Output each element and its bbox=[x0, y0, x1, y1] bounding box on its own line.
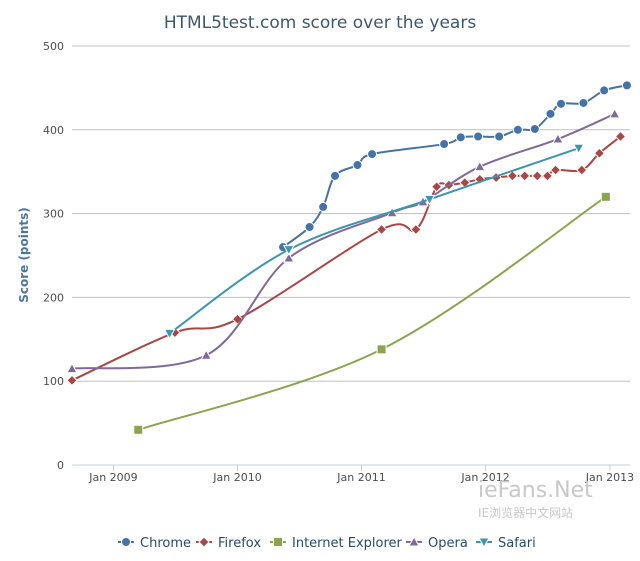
series-line-opera bbox=[71, 112, 616, 370]
data-point-chrome bbox=[352, 159, 363, 170]
legend-item-opera[interactable]: Opera bbox=[406, 535, 468, 551]
data-point-chrome bbox=[330, 170, 341, 181]
data-point-chrome bbox=[556, 98, 567, 109]
watermark-subtitle: IE浏览器中文网站 bbox=[478, 505, 573, 520]
legend-label: Firefox bbox=[218, 536, 261, 551]
data-point-firefox bbox=[518, 170, 531, 182]
data-point-internet-explorer bbox=[376, 344, 387, 355]
series-line-internet-explorer bbox=[137, 196, 607, 431]
data-point-chrome bbox=[578, 97, 589, 108]
legend-marker-safari bbox=[478, 537, 490, 549]
data-point-opera bbox=[608, 107, 621, 119]
series-safari bbox=[163, 143, 585, 340]
y-tick-label: 100 bbox=[43, 375, 64, 388]
data-point-chrome bbox=[318, 201, 329, 212]
data-point-chrome bbox=[512, 124, 523, 135]
data-point-firefox bbox=[541, 170, 554, 182]
series-firefox bbox=[66, 130, 627, 387]
data-point-safari bbox=[163, 328, 176, 340]
data-point-firefox bbox=[66, 374, 78, 387]
watermark-logo-text: ieFans.Net bbox=[478, 478, 593, 503]
data-point-firefox bbox=[531, 170, 543, 182]
y-tick-label: 500 bbox=[43, 40, 64, 53]
legend-marker-firefox bbox=[198, 536, 210, 548]
legend-label: Chrome bbox=[140, 536, 191, 551]
series-opera bbox=[66, 107, 621, 374]
data-point-firefox bbox=[576, 164, 588, 176]
x-tick-label: Jan 2010 bbox=[212, 471, 261, 484]
legend-item-firefox[interactable]: Firefox bbox=[196, 536, 261, 551]
data-point-chrome bbox=[599, 85, 610, 96]
data-point-chrome bbox=[304, 222, 315, 233]
data-point-chrome bbox=[621, 80, 632, 91]
x-tick-label: Jan 2009 bbox=[88, 471, 137, 484]
data-point-safari bbox=[423, 194, 436, 206]
y-tick-label: 0 bbox=[57, 459, 64, 472]
data-point-chrome bbox=[529, 123, 540, 134]
data-point-opera bbox=[200, 349, 213, 360]
data-point-internet-explorer bbox=[133, 424, 144, 435]
grid bbox=[72, 45, 630, 466]
y-tick-label: 400 bbox=[43, 124, 64, 137]
data-point-firefox bbox=[410, 223, 422, 236]
chart-title: HTML5test.com score over the years bbox=[164, 13, 477, 33]
legend-item-safari[interactable]: Safari bbox=[476, 536, 536, 551]
data-point-firefox bbox=[549, 164, 562, 176]
legend-item-internet-explorer[interactable]: Internet Explorer bbox=[270, 536, 403, 551]
legend: Chrome Firefox Internet Explorer Opera Safar… bbox=[118, 535, 536, 551]
x-tick-label: Jan 2011 bbox=[336, 471, 385, 484]
series-line-chrome bbox=[282, 84, 628, 248]
legend-label: Opera bbox=[428, 536, 468, 551]
y-tick-label: 200 bbox=[43, 291, 64, 304]
data-point-safari bbox=[282, 245, 295, 256]
y-tick-label: 300 bbox=[43, 208, 64, 221]
data-point-opera bbox=[473, 160, 486, 172]
legend-marker-internet-explorer bbox=[273, 537, 283, 547]
data-point-firefox bbox=[430, 181, 443, 193]
y-axis-label: Score (points) bbox=[17, 207, 31, 303]
y-ticks: 0 100 200 300 400 500 bbox=[43, 40, 64, 472]
series-chrome bbox=[278, 80, 632, 253]
watermark-logo: ieFans.Net IE浏览器中文网站 bbox=[478, 478, 593, 520]
data-point-opera bbox=[552, 132, 564, 144]
x-tick-label: Jan 2013 bbox=[585, 471, 634, 484]
data-point-chrome bbox=[455, 132, 466, 143]
data-point-chrome bbox=[367, 149, 378, 160]
legend-item-chrome[interactable]: Chrome bbox=[118, 536, 191, 551]
x-ticks: Jan 2009 Jan 2010 Jan 2011 Jan 2012 Jan 2013 bbox=[88, 465, 634, 484]
x-tick-label: Jan 2012 bbox=[460, 471, 509, 484]
data-point-firefox bbox=[375, 223, 388, 236]
data-point-firefox bbox=[593, 147, 606, 159]
legend-label: Internet Explorer bbox=[292, 536, 403, 551]
data-point-chrome bbox=[494, 131, 505, 142]
legend-label: Safari bbox=[498, 536, 536, 551]
series-internet-explorer bbox=[133, 191, 611, 435]
legend-marker-chrome bbox=[121, 537, 131, 547]
data-point-opera bbox=[282, 251, 295, 263]
data-point-chrome bbox=[439, 139, 450, 150]
data-point-internet-explorer bbox=[600, 191, 611, 202]
series-layer bbox=[66, 80, 632, 435]
data-point-opera bbox=[66, 362, 78, 374]
data-point-chrome bbox=[545, 108, 556, 119]
data-point-firefox bbox=[614, 130, 627, 143]
data-point-chrome bbox=[473, 131, 484, 142]
data-point-safari bbox=[572, 143, 585, 155]
data-point-firefox bbox=[506, 170, 519, 182]
legend-marker-opera bbox=[408, 535, 420, 547]
series-line-safari bbox=[168, 147, 580, 335]
